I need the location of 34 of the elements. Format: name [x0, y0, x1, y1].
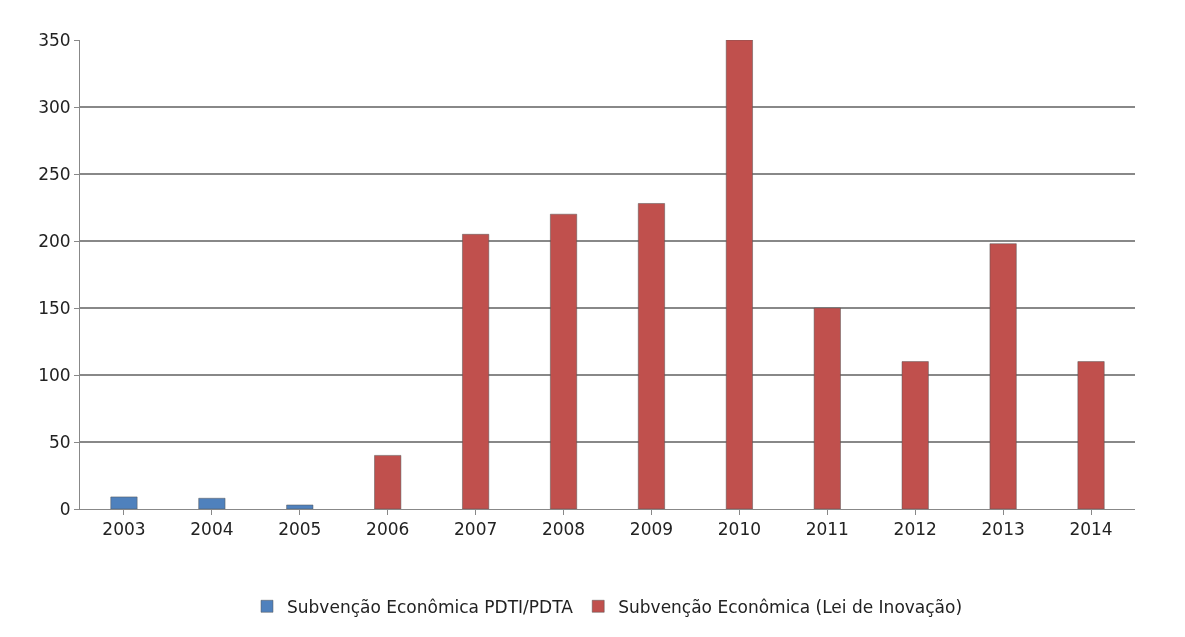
bar — [198, 498, 226, 509]
x-tick-label: 2014 — [1069, 519, 1113, 540]
y-tick-label: 150 — [38, 297, 71, 318]
x-tick-label: 2003 — [102, 519, 146, 540]
bar — [550, 213, 577, 509]
x-tick-label: 2005 — [278, 519, 322, 540]
bar — [462, 234, 490, 509]
y-tick-label: 100 — [38, 364, 71, 385]
bar — [110, 496, 138, 509]
x-tick-label: 2010 — [717, 519, 762, 540]
y-tick-label: 200 — [38, 230, 71, 251]
bar — [286, 504, 314, 509]
x-tick-label: 2008 — [541, 519, 586, 540]
x-tick-label: 2011 — [805, 519, 849, 540]
x-tick-label: 2012 — [893, 519, 937, 540]
bar — [989, 243, 1017, 509]
legend-label: Subvenção Econômica (Lei de Inovação) — [618, 596, 963, 617]
x-tick-label: 2004 — [190, 519, 234, 540]
y-tick-label: 0 — [59, 498, 71, 519]
bar — [1077, 361, 1105, 509]
y-tick-label: 250 — [38, 163, 71, 184]
bar — [813, 307, 841, 509]
bar — [901, 361, 929, 509]
y-tick-label: 300 — [38, 96, 71, 117]
legend-label: Subvenção Econômica PDTI/PDTA — [287, 596, 574, 617]
x-tick-label: 2006 — [366, 519, 410, 540]
bar — [638, 203, 665, 509]
x-tick-label: 2007 — [454, 519, 498, 540]
x-tick-label: 2009 — [629, 519, 674, 540]
x-tick-label: 2013 — [981, 519, 1025, 540]
bar — [374, 455, 402, 509]
bar — [725, 40, 753, 509]
y-tick-label: 50 — [48, 431, 71, 452]
y-tick-label: 350 — [38, 29, 71, 50]
